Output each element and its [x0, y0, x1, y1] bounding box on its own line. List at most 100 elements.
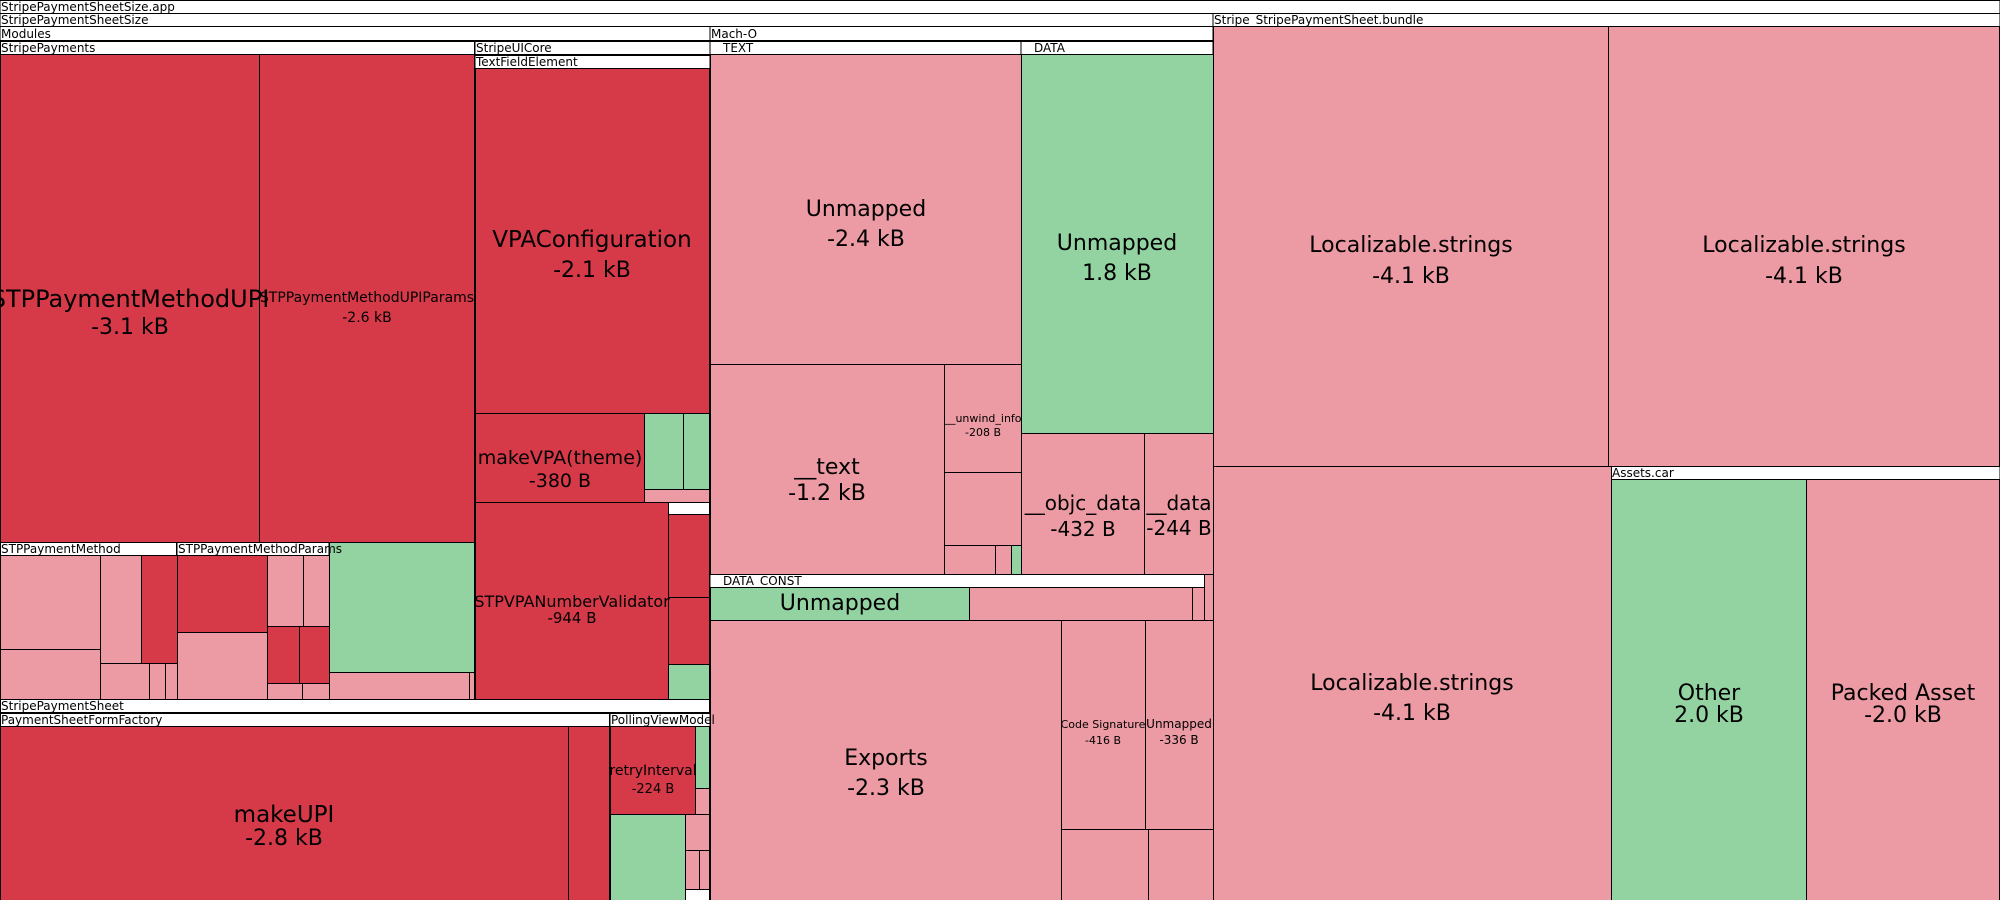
stripeuicore-item[interactable]	[668, 514, 710, 598]
unwind-info-value: -208 B	[965, 426, 1001, 439]
pollingviewmodel-label: PollingViewModel	[611, 713, 715, 727]
stppaymentmethod-item[interactable]	[0, 649, 101, 700]
localizable-3-value: -4.1 kB	[1373, 701, 1451, 726]
text-unmapped-rect[interactable]	[710, 54, 1022, 365]
header-labels: StripePaymentSheetSize.app StripePayment…	[1, 0, 1674, 727]
localizable-3-rect[interactable]	[1213, 466, 1612, 900]
code-signature-rect[interactable]	[1061, 620, 1146, 830]
stripeuicore-increase-item[interactable]	[668, 664, 710, 700]
macho-unmapped-rect[interactable]	[1145, 620, 1214, 830]
localizable-2-name: Localizable.strings	[1702, 233, 1905, 258]
data-unmapped-value: 1.8 kB	[1082, 261, 1152, 286]
textfieldelement-item[interactable]	[644, 489, 710, 503]
leaf-rects	[0, 26, 2000, 900]
objc-data-name: __objc_data	[1024, 491, 1142, 515]
pollingviewmodel-item[interactable]	[685, 850, 700, 890]
textfieldelement-label: TextFieldElement	[475, 55, 578, 69]
vpaconfiguration-rect[interactable]	[475, 68, 710, 414]
stppaymentmethodparams-item[interactable]	[267, 683, 303, 700]
stripeuicore-item[interactable]	[668, 502, 710, 515]
root-label: StripePaymentSheetSize.app	[1, 0, 175, 14]
stripepayments-label: StripePayments	[1, 41, 95, 55]
modules-label: Modules	[1, 27, 51, 41]
localizable-1-name: Localizable.strings	[1309, 233, 1512, 258]
retryinterval-value: -224 B	[632, 782, 675, 797]
pollingviewmodel-item[interactable]	[685, 889, 710, 900]
unwind-info-rect[interactable]	[944, 364, 1022, 473]
localizable-2-value: -4.1 kB	[1765, 264, 1843, 289]
data-const-item[interactable]	[969, 587, 1193, 621]
stripeuicore-item[interactable]	[668, 597, 710, 665]
data-const-unmapped-rect[interactable]	[710, 587, 970, 621]
data-unmapped-rect[interactable]	[1021, 54, 1214, 434]
stpvpanumbervalidator-rect[interactable]	[475, 502, 669, 700]
localizable-2-rect[interactable]	[1608, 26, 2000, 467]
macho-item[interactable]	[1061, 829, 1149, 900]
stppaymentmethod-item[interactable]	[0, 555, 101, 650]
code-signature-name: Code Signature	[1061, 718, 1146, 731]
stppaymentmethodupiparams-rect[interactable]	[259, 54, 475, 543]
macho-header[interactable]	[709, 26, 1214, 41]
text-item[interactable]	[944, 472, 1022, 546]
stripepayments-item[interactable]	[469, 672, 475, 700]
pollingviewmodel-increase-item[interactable]	[610, 814, 686, 900]
exports-value: -2.3 kB	[847, 776, 925, 801]
stpvpanumbervalidator-value: -944 B	[547, 609, 596, 627]
assets-other-name: Other	[1678, 681, 1741, 706]
text-text-name: __text	[793, 455, 860, 480]
pollingviewmodel-item[interactable]	[685, 814, 710, 851]
text-text-rect[interactable]	[710, 364, 945, 575]
assets-label: Assets.car	[1612, 466, 1674, 480]
pollingviewmodel-increase-item[interactable]	[695, 726, 710, 789]
stppaymentmethod-item[interactable]	[149, 663, 166, 700]
text-increase-item[interactable]	[1011, 545, 1022, 575]
stppaymentmethod-item[interactable]	[141, 555, 178, 664]
packed-asset-value: -2.0 kB	[1864, 703, 1942, 728]
paymentsheetformfactory-item[interactable]	[568, 726, 610, 900]
stripepayments-increase-item[interactable]	[329, 542, 475, 673]
stppaymentmethodparams-item[interactable]	[177, 555, 268, 633]
pollingviewmodel-item[interactable]	[699, 850, 710, 890]
data-data-rect[interactable]	[1144, 433, 1214, 575]
data-const-unmapped-name: Unmapped	[780, 591, 900, 616]
root-header[interactable]	[0, 0, 2000, 14]
stppaymentmethodupi-rect[interactable]	[0, 54, 260, 543]
retryinterval-rect[interactable]	[610, 726, 696, 815]
stppaymentmethod-item[interactable]	[100, 555, 142, 664]
modules-header[interactable]	[0, 26, 711, 41]
text-item[interactable]	[944, 545, 996, 575]
localizable-1-rect[interactable]	[1213, 26, 1609, 467]
macho-label: Mach-O	[711, 27, 757, 41]
stpvpanumbervalidator-name: STPVPANumberValidator	[474, 592, 670, 611]
exports-rect[interactable]	[710, 620, 1062, 900]
stppaymentmethodparams-item[interactable]	[302, 683, 330, 700]
makeupi-rect[interactable]	[0, 726, 569, 900]
macho-item[interactable]	[1204, 574, 1214, 621]
stppaymentmethodparams-item[interactable]	[303, 555, 330, 627]
makevpa-rect[interactable]	[475, 413, 645, 503]
stppaymentmethodparams-item[interactable]	[267, 626, 300, 684]
localizable-1-value: -4.1 kB	[1372, 264, 1450, 289]
stripepayments-item[interactable]	[329, 672, 470, 700]
objc-data-rect[interactable]	[1021, 433, 1145, 575]
text-header[interactable]	[709, 41, 1022, 55]
text-item[interactable]	[995, 545, 1012, 575]
text-unmapped-name: Unmapped	[806, 197, 926, 222]
data-const-item[interactable]	[1192, 587, 1205, 621]
stppaymentmethodparams-item[interactable]	[177, 632, 268, 700]
pollingviewmodel-item[interactable]	[695, 788, 710, 815]
exports-name: Exports	[844, 746, 927, 771]
vpaconfiguration-value: -2.1 kB	[553, 258, 631, 283]
stppaymentmethod-item[interactable]	[165, 663, 178, 700]
textfieldelement-increase-item[interactable]	[683, 413, 710, 490]
stppaymentmethodparams-item[interactable]	[267, 555, 304, 627]
packed-asset-rect[interactable]	[1806, 479, 2000, 900]
stppaymentmethod-item[interactable]	[100, 663, 150, 700]
makeupi-name: makeUPI	[234, 802, 335, 828]
data-unmapped-name: Unmapped	[1057, 231, 1177, 256]
stppaymentmethodparams-item[interactable]	[299, 626, 330, 684]
macho-item[interactable]	[1148, 829, 1214, 900]
textfieldelement-increase-item[interactable]	[644, 413, 684, 490]
